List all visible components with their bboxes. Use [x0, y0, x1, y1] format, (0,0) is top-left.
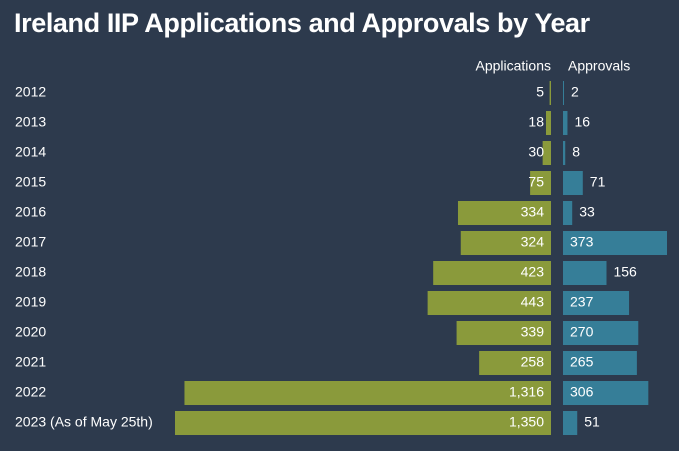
approvals-bar [563, 381, 649, 405]
applications-bar [427, 291, 551, 315]
approvals-value-label: 237 [570, 294, 594, 310]
applications-value-label: 334 [521, 204, 545, 220]
category-label: 2020 [15, 324, 46, 340]
applications-value-label: 443 [521, 294, 545, 310]
category-label: 2017 [15, 234, 46, 250]
applications-value-label: 30 [528, 144, 544, 160]
approvals-bar [563, 201, 573, 225]
category-label: 2018 [15, 264, 46, 280]
applications-value-label: 18 [528, 114, 544, 130]
applications-value-label: 75 [528, 174, 544, 190]
approvals-value-label: 33 [579, 204, 595, 220]
applications-value-label: 339 [521, 324, 545, 340]
applications-bar [457, 201, 551, 225]
applications-bar [175, 411, 551, 435]
applications-value-label: 324 [521, 234, 545, 250]
approvals-bar [563, 321, 639, 345]
category-label: 2015 [15, 174, 46, 190]
approvals-value-label: 270 [570, 324, 594, 340]
category-label: 2021 [15, 354, 46, 370]
applications-bar [549, 81, 551, 105]
category-label: 2023 (As of May 25th) [15, 414, 153, 430]
approvals-value-label: 306 [570, 384, 594, 400]
category-label: 2016 [15, 204, 46, 220]
applications-value-label: 1,350 [509, 414, 544, 430]
category-label: 2019 [15, 294, 46, 310]
approvals-bar [563, 111, 568, 135]
approvals-value-label: 8 [572, 144, 580, 160]
approvals-bar [563, 141, 566, 165]
applications-bar [184, 381, 551, 405]
category-label: 2012 [15, 84, 46, 100]
approvals-value-label: 2 [571, 84, 579, 100]
legend-approvals: Approvals [568, 58, 630, 74]
chart-title: Ireland IIP Applications and Approvals b… [14, 8, 590, 38]
applications-bar [433, 261, 551, 285]
applications-bar [530, 171, 551, 195]
approvals-value-label: 265 [570, 354, 594, 370]
applications-bar [542, 141, 551, 165]
category-label: 2014 [15, 144, 46, 160]
approvals-value-label: 16 [574, 114, 590, 130]
category-label: 2022 [15, 384, 46, 400]
applications-value-label: 423 [521, 264, 545, 280]
approvals-bar [563, 291, 630, 315]
approvals-bar [563, 411, 578, 435]
approvals-value-label: 373 [570, 234, 594, 250]
approvals-value-label: 156 [613, 264, 637, 280]
applications-bar [545, 111, 551, 135]
applications-value-label: 258 [521, 354, 545, 370]
approvals-bar [563, 261, 607, 285]
applications-bar [479, 351, 551, 375]
approvals-bar [563, 171, 583, 195]
legend-applications: Applications [476, 58, 552, 74]
applications-bar [456, 321, 551, 345]
applications-value-label: 5 [536, 84, 544, 100]
applications-bar [460, 231, 551, 255]
approvals-bar [563, 81, 564, 105]
approvals-value-label: 51 [584, 414, 600, 430]
approvals-bar [563, 351, 637, 375]
approvals-value-label: 71 [590, 174, 606, 190]
approvals-bar [563, 231, 667, 255]
applications-value-label: 1,316 [509, 384, 544, 400]
category-label: 2013 [15, 114, 46, 130]
